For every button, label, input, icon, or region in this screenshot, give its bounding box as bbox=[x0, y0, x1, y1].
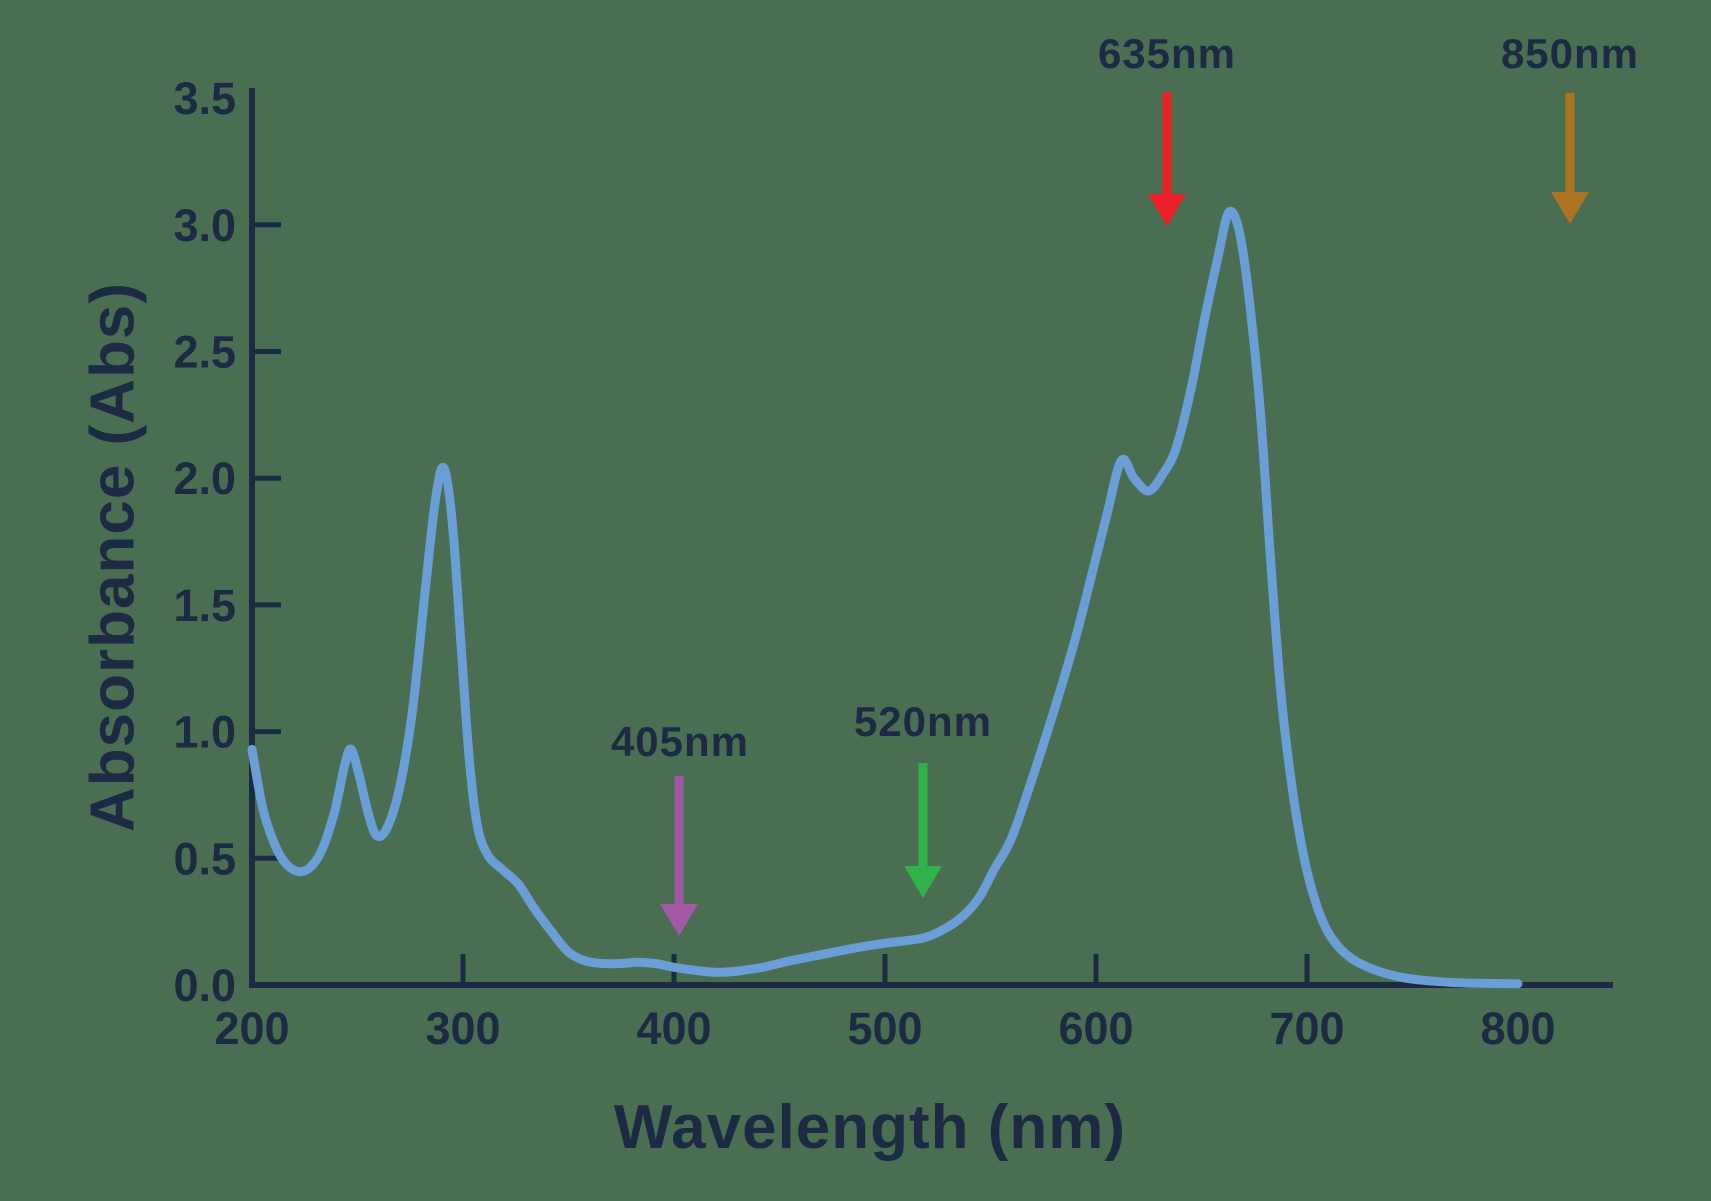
x-axis-title: Wavelength (nm) bbox=[614, 1093, 1126, 1162]
y-tick-label: 2.5 bbox=[173, 327, 236, 378]
y-tick-label: 3.0 bbox=[173, 200, 236, 251]
absorbance-curve bbox=[247, 206, 1523, 989]
y-tick-label: 1.5 bbox=[173, 580, 236, 631]
y-tick-label: 1.0 bbox=[173, 707, 236, 758]
y-tick-label: 2.0 bbox=[173, 453, 236, 504]
annotation-arrowhead-635nm bbox=[1148, 194, 1186, 226]
y-tick-label: 3.5 bbox=[173, 73, 236, 124]
y-tick-label: 0.5 bbox=[173, 833, 236, 884]
y-tick-label: 0.0 bbox=[173, 960, 236, 1011]
x-tick-label: 500 bbox=[847, 1003, 922, 1054]
annotation-arrowhead-520nm bbox=[904, 866, 942, 898]
annotation-arrowhead-850nm bbox=[1551, 192, 1589, 224]
x-tick-label: 300 bbox=[425, 1003, 500, 1054]
plot-generated-layer: 0.0 0.5 1.0 1.5 2.0 2.5 3.0 3.5 200 300 400 500 600 7… bbox=[173, 73, 1613, 1054]
annotation-label-405nm: 405nm bbox=[611, 718, 749, 765]
annotation-label-850nm: 850nm bbox=[1501, 30, 1639, 77]
x-tick-label: 600 bbox=[1058, 1003, 1133, 1054]
x-tick-label: 700 bbox=[1269, 1003, 1344, 1054]
annotation-label-635nm: 635nm bbox=[1098, 30, 1236, 77]
axes-line bbox=[249, 88, 1613, 988]
x-tick-label: 200 bbox=[214, 1003, 289, 1054]
annotation-arrowhead-405nm bbox=[660, 904, 698, 936]
x-tick-label: 800 bbox=[1480, 1003, 1555, 1054]
annotation-label-520nm: 520nm bbox=[854, 698, 992, 745]
y-axis-title: Absorbance (Abs) bbox=[79, 282, 148, 832]
x-tick-label: 400 bbox=[636, 1003, 711, 1054]
